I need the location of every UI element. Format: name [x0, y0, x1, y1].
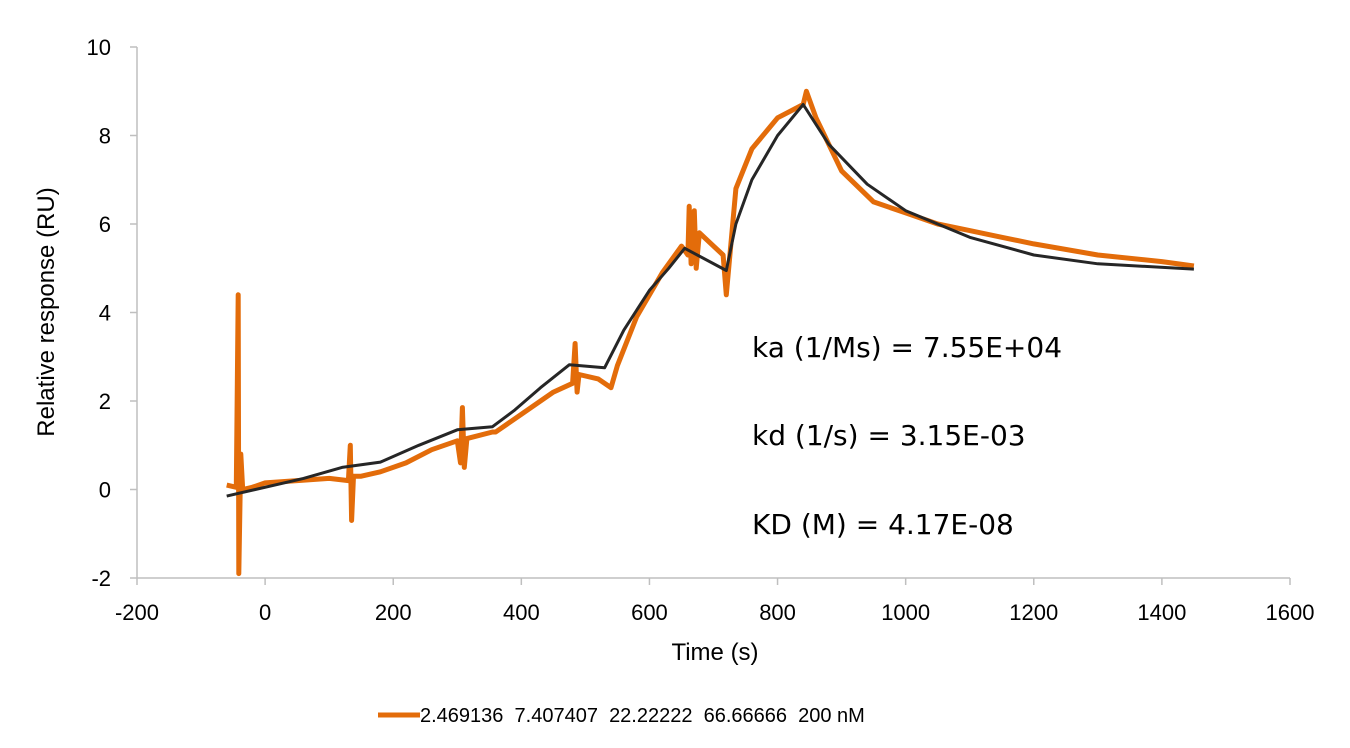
y-tick-label: 4: [99, 301, 111, 326]
x-tick-label: 400: [503, 600, 540, 625]
x-tick-label: 1200: [1009, 600, 1058, 625]
y-axis-title: Relative response (RU): [33, 187, 60, 436]
annotation: KD (M) = 4.17E-08: [752, 508, 1014, 541]
series-line: [226, 103, 1194, 498]
x-tick-label: 1600: [1266, 600, 1315, 625]
y-tick-label: 2: [99, 389, 111, 414]
x-tick-label: 200: [375, 600, 412, 625]
x-tick-label: 600: [631, 600, 668, 625]
x-tick-label: -200: [115, 600, 159, 625]
x-tick-label: 800: [759, 600, 796, 625]
x-axis-title: Time (s): [671, 639, 758, 666]
y-tick-label: 6: [99, 212, 111, 237]
y-tick-label: -2: [91, 566, 111, 591]
y-tick-label: 0: [99, 478, 111, 503]
annotation: kd (1/s) = 3.15E-03: [752, 419, 1026, 452]
x-tick-label: 0: [259, 600, 271, 625]
y-tick-label: 8: [99, 124, 111, 149]
annotation: ka (1/Ms) = 7.55E+04: [752, 331, 1062, 364]
x-tick-label: 1400: [1137, 600, 1186, 625]
legend-label: 2.469136 7.407407 22.22222 66.66666 200 …: [420, 705, 865, 727]
x-tick-label: 1000: [881, 600, 930, 625]
y-tick-label: 10: [87, 35, 111, 60]
series-line: [226, 88, 1195, 577]
